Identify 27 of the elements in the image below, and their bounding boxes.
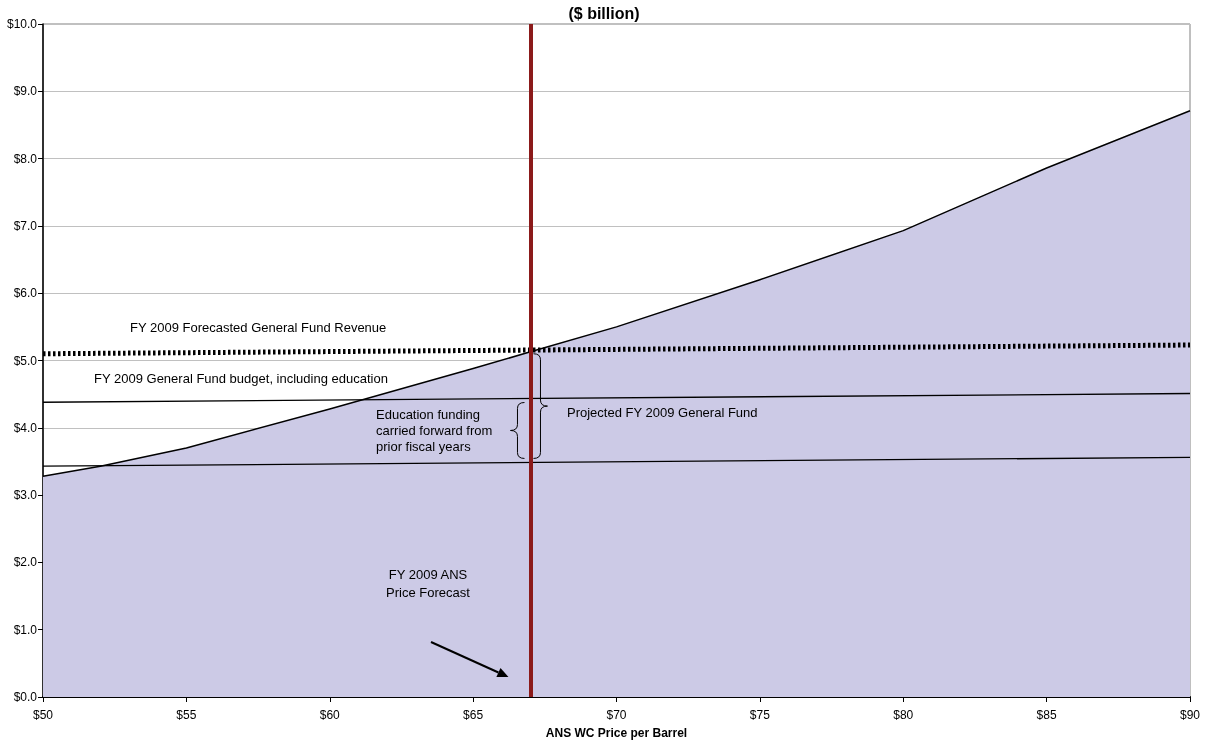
x-tick-label: $75: [749, 708, 771, 722]
x-tick-label: $70: [606, 708, 627, 722]
annotation: FY 2009 Forecasted General Fund Revenue: [130, 319, 387, 335]
x-axis-title: ANS WC Price per Barrel: [545, 726, 688, 740]
x-tick-label: $85: [1036, 708, 1057, 722]
x-tick-label: $65: [463, 708, 484, 722]
y-tick-label: $10.0: [6, 17, 38, 31]
y-tick-label: $3.0: [13, 488, 38, 503]
annotation: Projected FY 2009 General Fund: [567, 404, 758, 420]
x-tick-label: $55: [176, 708, 197, 722]
y-tick-label: $5.0: [13, 353, 38, 368]
y-tick-label: $8.0: [13, 151, 38, 166]
chart-title: ($ billion): [568, 4, 640, 22]
y-tick-label: $2.0: [13, 555, 38, 570]
annotation: Education funding carried forward from prior fiscal years: [376, 406, 493, 454]
annotation: FY 2009 General Fund budget, including education: [94, 370, 388, 386]
x-tick-label: $60: [319, 708, 341, 722]
x-tick-label: $80: [893, 708, 914, 722]
y-tick-label: $4.0: [13, 420, 38, 435]
y-tick-label: $7.0: [13, 218, 38, 233]
annotation: FY 2009 ANS Price Forecast: [386, 566, 471, 600]
y-tick-label: $9.0: [13, 84, 38, 99]
y-tick-label: $0.0: [13, 690, 38, 704]
y-tick-label: $6.0: [13, 286, 38, 301]
y-tick-label: $1.0: [13, 622, 38, 637]
x-tick-label: $50: [32, 708, 54, 722]
x-tick-label: $90: [1179, 708, 1201, 722]
